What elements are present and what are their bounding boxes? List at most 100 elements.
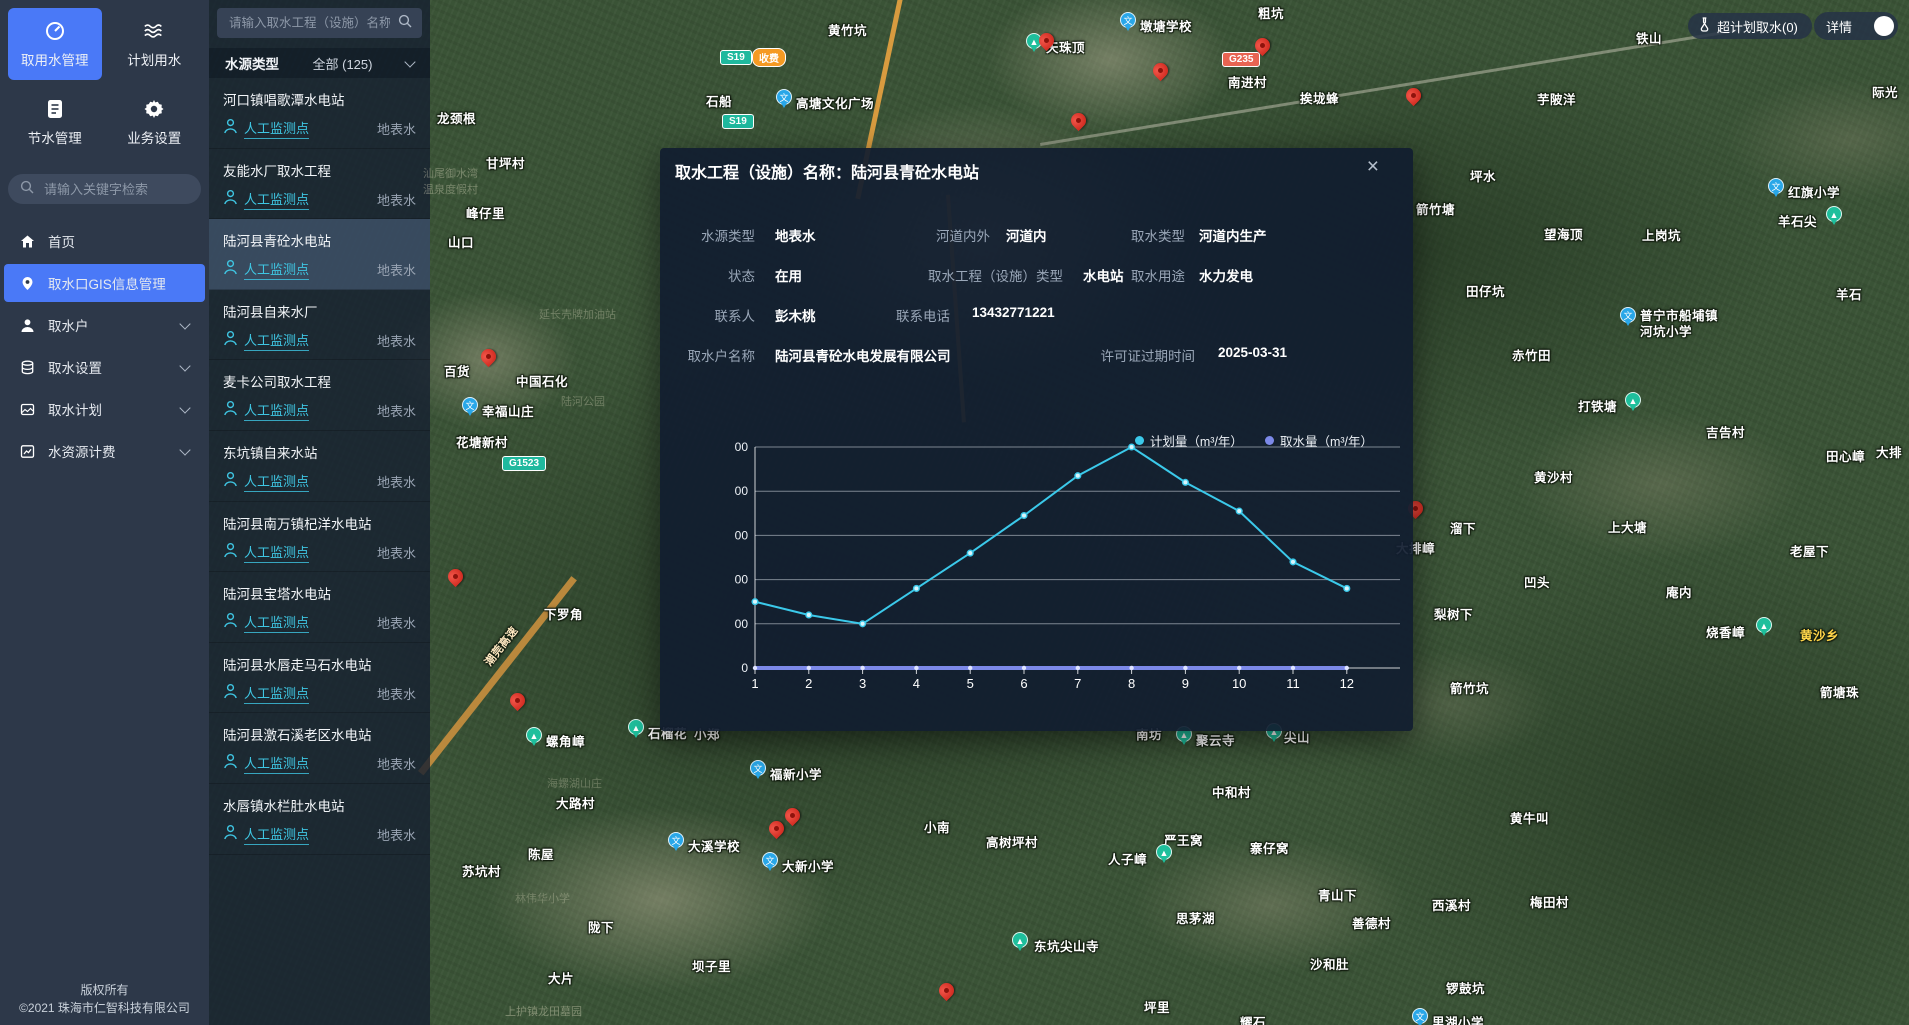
- copyright: 版权所有 ©2021 珠海市仁智科技有限公司: [0, 981, 209, 1017]
- map-marker-pin[interactable]: [477, 345, 500, 368]
- school-poi-icon: 文: [1412, 1008, 1428, 1025]
- svg-text:3,000,000: 3,000,000: [735, 528, 748, 542]
- monitor-type-link[interactable]: 人工监测点: [244, 612, 310, 634]
- monitor-type-link[interactable]: 人工监测点: [244, 542, 310, 563]
- sidebar-item-首页[interactable]: 首页: [4, 222, 205, 260]
- map-label: 山口: [448, 236, 475, 250]
- over-plan-intake-button[interactable]: 超计划取水(0): [1688, 13, 1812, 39]
- module-tile-取用水管理[interactable]: 取用水管理: [8, 8, 102, 80]
- map-marker-pin[interactable]: [444, 565, 467, 588]
- map-label: 大排: [1876, 446, 1903, 460]
- mountain-poi-icon: ▲: [1156, 844, 1172, 863]
- map-label: 福新小学: [770, 768, 823, 782]
- chevron-down-icon[interactable]: [179, 443, 191, 456]
- person-icon: [223, 612, 238, 633]
- module-tile-计划用水[interactable]: 计划用水: [108, 8, 202, 80]
- module-tile-label: 取用水管理: [21, 52, 89, 68]
- map-label: 里湖小学: [1432, 1016, 1485, 1025]
- module-tile-节水管理[interactable]: 节水管理: [8, 86, 102, 158]
- sidebar-item-取水计划[interactable]: 取水计划: [4, 390, 205, 428]
- list-item-station[interactable]: 友能水厂取水工程 人工监测点 地表水: [209, 149, 430, 220]
- list-item-station[interactable]: 陆河县激石溪老区水电站 人工监测点 地表水: [209, 713, 430, 784]
- person-icon: [223, 753, 238, 774]
- svg-text:7: 7: [1074, 676, 1081, 690]
- map-label: 凹头: [1524, 576, 1551, 590]
- monitor-type-link[interactable]: 人工监测点: [244, 330, 310, 351]
- monitor-type-link[interactable]: 人工监测点: [244, 824, 310, 845]
- map-label: 南进村: [1228, 76, 1268, 90]
- map-label: 陈屋: [528, 848, 555, 862]
- list-item-station[interactable]: 陆河县南万镇杞洋水电站 人工监测点 地表水: [209, 502, 430, 573]
- module-tile-业务设置[interactable]: 业务设置: [108, 86, 202, 158]
- map-marker-pin[interactable]: [935, 979, 958, 1002]
- sidebar-item-取水户[interactable]: 取水户: [4, 306, 205, 344]
- station-meta: 人工监测点 地表水: [223, 542, 416, 563]
- monitor-type-link[interactable]: 人工监测点: [244, 400, 310, 422]
- monitor-type-link[interactable]: 人工监测点: [244, 189, 310, 210]
- map-label: 东坑尖山寺: [1034, 940, 1100, 954]
- search-icon[interactable]: [398, 14, 412, 33]
- map-marker-pin[interactable]: [781, 804, 804, 827]
- map-label: 箭塘珠: [1820, 686, 1860, 700]
- list-item-station[interactable]: 东坑镇自来水站 人工监测点 地表水: [209, 431, 430, 502]
- sidebar-menu: 首页取水口GIS信息管理 取水户取水设置取水计划水资源计费: [0, 222, 209, 470]
- person-icon: [223, 330, 238, 351]
- station-detail-modal: 取水工程（设施）名称：陆河县青砼水电站 × 水源类型 地表水 河道内外 河道内 取水类型…: [660, 148, 1413, 731]
- map-label: 中国石化: [516, 375, 569, 389]
- sidebar-search-box[interactable]: [8, 174, 201, 204]
- station-name: 陆河县自来水厂: [223, 304, 318, 320]
- map-label: 梅田村: [1530, 896, 1570, 910]
- map-label: 苏坑村: [462, 865, 502, 879]
- intake-line-chart: 0 1,000,000 2,000,000 3,000,000 4,000,000 5,0…: [735, 440, 1400, 690]
- pinicon-icon: [20, 276, 35, 291]
- monitor-type-link[interactable]: 人工监测点: [244, 753, 310, 775]
- filter-value[interactable]: 全部 (125): [312, 56, 373, 72]
- list-item-station[interactable]: 水唇镇水栏肚水电站 人工监测点 地表水: [209, 784, 430, 855]
- modal-title: 取水工程（设施）名称：陆河县青砼水电站: [675, 165, 980, 182]
- map-label: 黄牛叫: [1510, 812, 1550, 826]
- monitor-type-link[interactable]: 人工监测点: [244, 683, 310, 704]
- sidebar-item-取水设置[interactable]: 取水设置: [4, 348, 205, 386]
- list-item-station[interactable]: 陆河县自来水厂 人工监测点 地表水: [209, 290, 430, 361]
- sidebar-item-水资源计费[interactable]: 水资源计费: [4, 432, 205, 470]
- db-icon: [20, 360, 35, 375]
- chevron-down-icon[interactable]: [179, 401, 191, 414]
- detail-toggle[interactable]: 详情: [1814, 12, 1898, 40]
- chevron-down-icon[interactable]: [179, 317, 191, 330]
- mountain-poi-icon: ▲: [1012, 932, 1028, 951]
- chevron-down-icon[interactable]: [404, 55, 416, 68]
- list-item-station[interactable]: 河口镇唱歌潭水电站 人工监测点 地表水: [209, 78, 430, 149]
- map-marker-pin[interactable]: [1402, 84, 1425, 107]
- water-source-type: 地表水: [376, 545, 416, 561]
- map-label: 思茅湖: [1176, 912, 1216, 926]
- list-item-station[interactable]: 陆河县青砼水电站人工监测点 地表水: [209, 219, 430, 290]
- home-icon: [20, 234, 35, 249]
- station-search-box[interactable]: [217, 8, 422, 38]
- list-item-station[interactable]: 陆河县水唇走马石水电站 人工监测点 地表水: [209, 643, 430, 714]
- legend-item: 取水量（m³/年）: [1264, 431, 1373, 450]
- map-label: 羊石尖: [1778, 215, 1818, 229]
- monitor-type-link[interactable]: 人工监测点: [244, 259, 310, 281]
- monitor-type-link[interactable]: 人工监测点: [244, 118, 310, 139]
- person-icon: [223, 189, 238, 210]
- map-label: 聚云寺: [1196, 734, 1236, 748]
- map-marker-pin[interactable]: [1067, 109, 1090, 132]
- chart-legend: 计划量（m³/年） 取水量（m³/年）: [1134, 431, 1373, 450]
- list-item-station[interactable]: 陆河县宝塔水电站 人工监测点 地表水: [209, 572, 430, 643]
- water-source-filter[interactable]: 水源类型 全部 (125): [209, 48, 430, 78]
- list-item-station[interactable]: 麦卡公司取水工程 人工监测点 地表水: [209, 360, 430, 431]
- sidebar-item-取水口GIS信息管理[interactable]: 取水口GIS信息管理: [4, 264, 205, 302]
- map-marker-pin[interactable]: [1149, 59, 1172, 82]
- close-icon[interactable]: ×: [1366, 155, 1379, 178]
- map-marker-pin[interactable]: [765, 817, 788, 840]
- sidebar-search-input[interactable]: [42, 180, 189, 198]
- toggle-knob[interactable]: [1874, 16, 1894, 36]
- water-source-type: 地表水: [376, 263, 416, 279]
- monitor-type-link[interactable]: 人工监测点: [244, 471, 310, 492]
- map-marker-pin[interactable]: [506, 689, 529, 712]
- station-name: 陆河县青砼水电站: [223, 234, 331, 250]
- map-label: 寨仔窝: [1250, 842, 1290, 856]
- chevron-down-icon[interactable]: [179, 359, 191, 372]
- person-icon: [223, 400, 238, 421]
- station-search-input[interactable]: [227, 15, 392, 31]
